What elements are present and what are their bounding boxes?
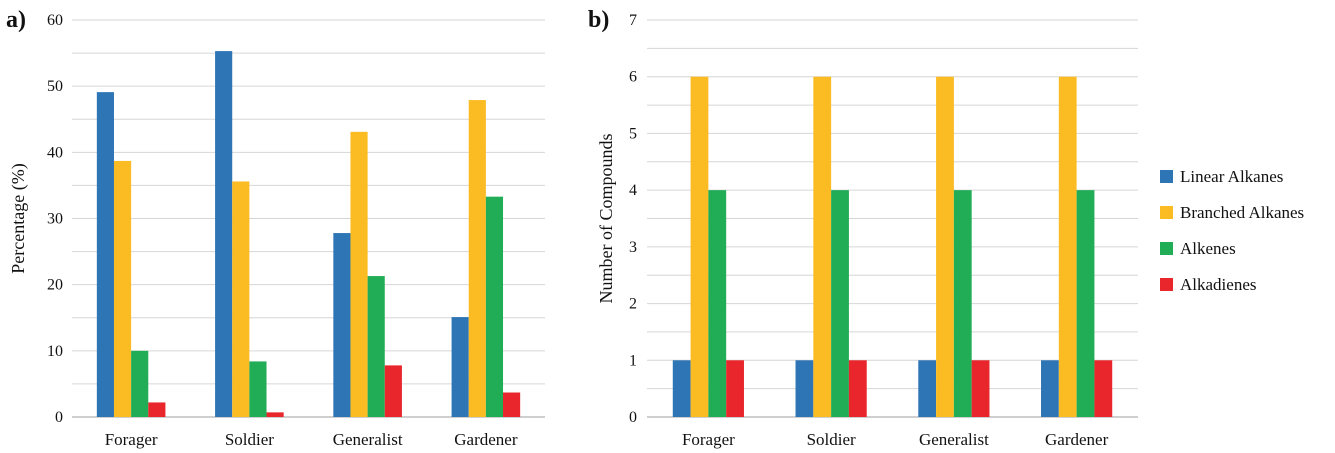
legend-label-branched-alkanes: Branched Alkanes bbox=[1180, 203, 1304, 222]
bar-linear-alkanes-soldier bbox=[215, 51, 233, 418]
bar-alkenes-gardener bbox=[485, 196, 504, 417]
bar-linear-alkanes-gardener bbox=[451, 317, 469, 417]
y-tick-label: 30 bbox=[47, 211, 63, 228]
panel-label: b) bbox=[588, 7, 609, 33]
bar-alkadienes-forager bbox=[148, 402, 166, 417]
x-category-label: Gardener bbox=[1045, 430, 1109, 449]
bar-alkadienes-generalist bbox=[971, 360, 990, 417]
x-category-label: Generalist bbox=[919, 430, 989, 449]
y-tick-label: 20 bbox=[47, 277, 63, 294]
y-tick-label: 50 bbox=[47, 78, 63, 95]
y-tick-label: 5 bbox=[629, 125, 637, 142]
x-category-label: Generalist bbox=[333, 430, 403, 449]
bar-branched-alkanes-forager bbox=[113, 160, 132, 417]
y-tick-label: 60 bbox=[47, 12, 63, 29]
legend-swatch-alkadienes bbox=[1160, 278, 1173, 291]
legend: Linear Alkanes Branched Alkanes Alkenes Alk… bbox=[1160, 167, 1304, 294]
y-tick-label: 0 bbox=[55, 409, 63, 426]
bar-alkadienes-soldier bbox=[848, 360, 867, 417]
bar-branched-alkanes-soldier bbox=[232, 181, 250, 417]
bar-alkenes-forager bbox=[131, 350, 149, 417]
legend-label-linear-alkanes: Linear Alkanes bbox=[1180, 167, 1283, 186]
bar-alkadienes-generalist bbox=[384, 365, 402, 417]
y-tick-label: 10 bbox=[47, 343, 63, 360]
legend-swatch-branched-alkanes bbox=[1160, 206, 1173, 219]
bar-linear-alkanes-gardener bbox=[1041, 360, 1059, 417]
legend-swatch-linear-alkanes bbox=[1160, 170, 1173, 183]
bar-alkenes-gardener bbox=[1076, 190, 1095, 417]
bar-branched-alkanes-generalist bbox=[936, 76, 954, 417]
y-tick-label: 40 bbox=[47, 144, 63, 161]
x-category-label: Gardener bbox=[454, 430, 518, 449]
chart-panel-a: 0 10 20 30 40 50 60 Forager Soldier Generalist Gar… bbox=[6, 7, 545, 449]
y-tick-label: 7 bbox=[629, 12, 637, 29]
x-category-label: Forager bbox=[105, 430, 158, 449]
bar-branched-alkanes-gardener bbox=[1058, 76, 1077, 417]
y-tick-label: 1 bbox=[629, 352, 637, 369]
bar-alkenes-generalist bbox=[367, 276, 385, 417]
bar-linear-alkanes-generalist bbox=[333, 233, 351, 417]
chart-panel-b: 0 1 2 3 4 5 6 7 Forager Soldier Generalist Gardener… bbox=[588, 7, 1138, 449]
y-tick-label: 3 bbox=[629, 239, 637, 256]
bar-linear-alkanes-forager bbox=[96, 92, 114, 417]
y-tick-label: 0 bbox=[629, 409, 637, 426]
bar-branched-alkanes-generalist bbox=[350, 131, 368, 418]
panel-label: a) bbox=[6, 7, 26, 33]
bar-alkadienes-gardener bbox=[1094, 360, 1113, 417]
bar-linear-alkanes-generalist bbox=[918, 360, 937, 417]
bar-alkenes-soldier bbox=[831, 190, 849, 417]
legend-label-alkenes: Alkenes bbox=[1180, 239, 1236, 258]
bar-alkadienes-gardener bbox=[503, 392, 521, 417]
legend-label-alkadienes: Alkadienes bbox=[1180, 275, 1256, 294]
x-category-label: Forager bbox=[682, 430, 735, 449]
y-tick-label: 6 bbox=[629, 69, 637, 86]
bar-alkadienes-soldier bbox=[266, 412, 284, 417]
y-axis-title: Number of Compounds bbox=[596, 134, 616, 304]
bar-branched-alkanes-gardener bbox=[468, 100, 486, 417]
bar-branched-alkanes-soldier bbox=[813, 76, 832, 417]
bar-alkenes-forager bbox=[708, 190, 727, 417]
y-axis-title: Percentage (%) bbox=[8, 163, 29, 273]
bar-alkenes-soldier bbox=[249, 361, 267, 417]
bar-alkenes-generalist bbox=[953, 190, 972, 417]
y-tick-label: 4 bbox=[629, 182, 637, 199]
x-category-label: Soldier bbox=[225, 430, 274, 449]
bar-branched-alkanes-forager bbox=[690, 76, 709, 417]
y-tick-label: 2 bbox=[629, 296, 637, 313]
bar-linear-alkanes-soldier bbox=[795, 360, 814, 417]
legend-swatch-alkenes bbox=[1160, 242, 1173, 255]
x-category-label: Soldier bbox=[807, 430, 856, 449]
bar-alkadienes-forager bbox=[726, 360, 744, 417]
bar-linear-alkanes-forager bbox=[672, 360, 691, 417]
